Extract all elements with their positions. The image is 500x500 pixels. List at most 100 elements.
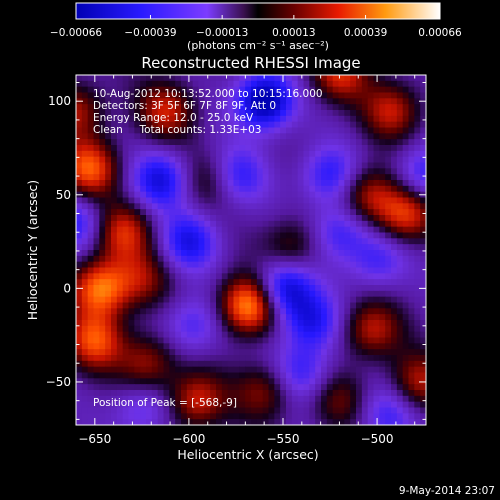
heatmap-cell	[169, 366, 176, 374]
heatmap-cell	[210, 86, 217, 94]
heatmap-cell	[326, 121, 334, 129]
heatmap-cell	[321, 296, 328, 304]
heatmap-cell	[175, 308, 182, 315]
heatmap-cell	[344, 395, 351, 403]
heatmap-cell	[373, 261, 380, 269]
heatmap-cell	[192, 413, 200, 420]
heatmap-cell	[251, 80, 258, 88]
heatmap-cell	[332, 314, 340, 321]
heatmap-cell	[309, 250, 316, 257]
heatmap-cell	[262, 302, 270, 309]
heatmap-cell	[309, 279, 316, 286]
heatmap-cell	[93, 308, 100, 315]
heatmap-cell	[198, 180, 205, 187]
heatmap-cell	[379, 168, 386, 175]
heatmap-cell	[379, 413, 386, 420]
heatmap-cell	[216, 180, 223, 187]
heatmap-cell	[122, 98, 130, 105]
heatmap-cell	[356, 285, 363, 292]
heatmap-cell	[408, 98, 415, 105]
heatmap-cell	[332, 174, 340, 181]
heatmap-cell	[245, 355, 252, 362]
heatmap-cell	[233, 92, 240, 99]
heatmap-cell	[309, 255, 316, 263]
heatmap-cell	[367, 413, 375, 420]
heatmap-cell	[93, 302, 100, 309]
heatmap-cell	[210, 127, 217, 134]
heatmap-cell	[128, 308, 135, 315]
heatmap-cell	[332, 104, 340, 111]
heatmap-cell	[116, 86, 124, 94]
heatmap-cell	[233, 220, 240, 228]
heatmap-cell	[274, 360, 281, 368]
heatmap-cell	[227, 255, 235, 263]
info-energy-range: Energy Range: 12.0 - 25.0 keV	[93, 112, 254, 124]
heatmap-cell	[221, 390, 229, 397]
heatmap-cell	[303, 139, 310, 146]
heatmap-cell	[291, 145, 299, 152]
heatmap-cell	[385, 407, 392, 414]
heatmap-cell	[169, 325, 176, 333]
heatmap-cell	[268, 98, 275, 105]
heatmap-cell	[239, 162, 246, 169]
heatmap-cell	[262, 127, 270, 134]
heatmap-cell	[93, 267, 100, 274]
heatmap-cell	[122, 115, 130, 123]
heatmap-cell	[163, 314, 170, 321]
heatmap-cell	[175, 150, 182, 158]
heatmap-cell	[163, 302, 170, 309]
heatmap-cell	[111, 273, 118, 280]
heatmap-cell	[332, 86, 340, 94]
heatmap-cell	[111, 215, 118, 222]
heatmap-cell	[216, 150, 223, 158]
heatmap-cell	[87, 127, 95, 134]
colorbar-unit-label: (photons cm⁻² s⁻¹ asec⁻²)	[187, 39, 329, 52]
heatmap-cell	[105, 150, 112, 158]
heatmap-cell	[402, 279, 410, 286]
heatmap-cell	[332, 110, 340, 117]
heatmap-cell	[233, 331, 240, 339]
heatmap-cell	[420, 203, 426, 210]
heatmap-cell	[186, 378, 194, 385]
heatmap-cell	[198, 407, 205, 414]
heatmap-cell	[221, 156, 229, 164]
heatmap-cell	[181, 162, 188, 169]
heatmap-cell	[367, 320, 375, 327]
heatmap-cell	[291, 209, 299, 216]
heatmap-cell	[385, 390, 392, 397]
heatmap-cell	[87, 104, 95, 111]
heatmap-cell	[356, 115, 363, 123]
heatmap-cell	[140, 220, 147, 228]
heatmap-cell	[350, 162, 357, 169]
heatmap-cell	[216, 139, 223, 146]
heatmap-cell	[315, 384, 322, 391]
heatmap-cell	[303, 127, 310, 134]
heatmap-cell	[245, 203, 252, 210]
heatmap-cell	[414, 279, 421, 286]
heatmap-cell	[291, 384, 299, 391]
heatmap-cell	[186, 115, 194, 123]
heatmap-cell	[379, 302, 386, 309]
heatmap-cell	[350, 343, 357, 350]
heatmap-cell	[385, 273, 392, 280]
heatmap-cell	[227, 75, 235, 82]
heatmap-cell	[385, 232, 392, 239]
heatmap-cell	[309, 80, 316, 88]
heatmap-cell	[198, 255, 205, 263]
heatmap-cell	[414, 250, 421, 257]
heatmap-cell	[111, 255, 118, 263]
heatmap-cell	[99, 419, 106, 425]
heatmap-cell	[93, 390, 100, 397]
heatmap-cell	[379, 98, 386, 105]
heatmap-cell	[344, 121, 351, 129]
heatmap-cell	[163, 162, 170, 169]
heatmap-cell	[192, 209, 200, 216]
heatmap-cell	[151, 331, 159, 339]
heatmap-cell	[297, 238, 305, 245]
heatmap-cell	[274, 104, 281, 111]
heatmap-cell	[408, 285, 415, 292]
heatmap-cell	[221, 296, 229, 304]
heatmap-cell	[216, 349, 223, 356]
heatmap-cell	[402, 384, 410, 391]
heatmap-cell	[151, 273, 159, 280]
